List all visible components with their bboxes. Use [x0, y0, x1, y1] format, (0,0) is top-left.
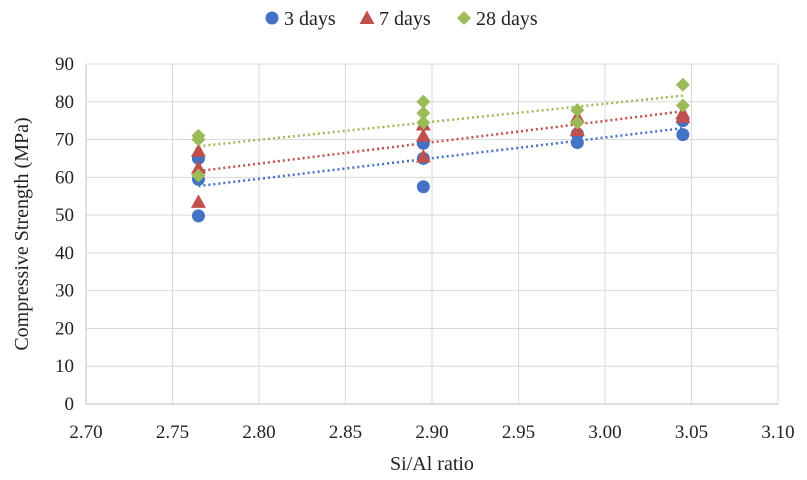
x-tick-label: 3.05 — [675, 422, 708, 443]
data-point-series-2 — [416, 94, 431, 109]
data-point-series-1 — [415, 149, 431, 163]
x-tick-label: 3.10 — [761, 422, 794, 443]
y-tick-label: 70 — [55, 130, 74, 151]
data-point-series-2 — [191, 128, 206, 143]
data-point-series-1 — [190, 194, 206, 208]
data-point-series-2 — [570, 115, 585, 130]
y-tick-label: 0 — [65, 394, 75, 415]
x-tick-label: 2.70 — [69, 422, 102, 443]
grid — [85, 63, 779, 405]
x-tick-label: 3.00 — [588, 422, 621, 443]
y-tick-label: 60 — [55, 167, 74, 188]
y-tick-label: 40 — [55, 243, 74, 264]
y-tick-label: 10 — [55, 356, 74, 377]
trendline-1 — [198, 110, 684, 173]
y-tick-label: 30 — [55, 281, 74, 302]
y-tick-label: 80 — [55, 92, 74, 113]
data-point-series-2 — [191, 168, 206, 183]
x-tick-label: 2.85 — [329, 422, 362, 443]
legend-marker-1 — [359, 10, 375, 24]
axes: 0 10 20 30 40 50 60 70 80 90 2.70 2.75 2.80 2.85 2.90 2… — [55, 54, 795, 443]
legend-marker-2 — [457, 11, 471, 25]
data-points — [190, 77, 691, 223]
data-point-series-1 — [190, 143, 206, 157]
trendlines — [198, 94, 684, 188]
legend-label: 3 days — [284, 8, 336, 30]
data-point-series-0 — [191, 209, 205, 223]
data-point-series-0 — [676, 128, 690, 142]
x-tick-label: 2.90 — [415, 422, 448, 443]
legend-label: 7 days — [379, 8, 431, 30]
legend-label: 28 days — [476, 8, 538, 30]
data-point-series-0 — [416, 180, 430, 194]
y-tick-label: 20 — [55, 318, 74, 339]
data-point-series-2 — [675, 98, 690, 113]
data-point-series-2 — [675, 77, 690, 92]
y-tick-label: 50 — [55, 205, 74, 226]
trendline-0 — [198, 126, 683, 188]
y-tick-label: 90 — [55, 54, 74, 75]
x-tick-label: 2.75 — [156, 422, 189, 443]
x-axis-title: Si/Al ratio — [390, 453, 474, 475]
x-tick-label: 2.80 — [242, 422, 275, 443]
data-point-series-1 — [190, 160, 206, 174]
legend-marker-0 — [265, 11, 279, 25]
legend: 3 days 7 days 28 days — [265, 8, 538, 30]
data-point-series-2 — [416, 106, 431, 121]
data-point-series-2 — [416, 115, 431, 130]
y-axis-title: Compressive Strength (MPa) — [11, 117, 33, 350]
data-point-series-2 — [570, 103, 585, 118]
x-tick-label: 2.95 — [502, 422, 535, 443]
trendline-2 — [198, 94, 683, 148]
data-point-series-1 — [415, 128, 431, 142]
